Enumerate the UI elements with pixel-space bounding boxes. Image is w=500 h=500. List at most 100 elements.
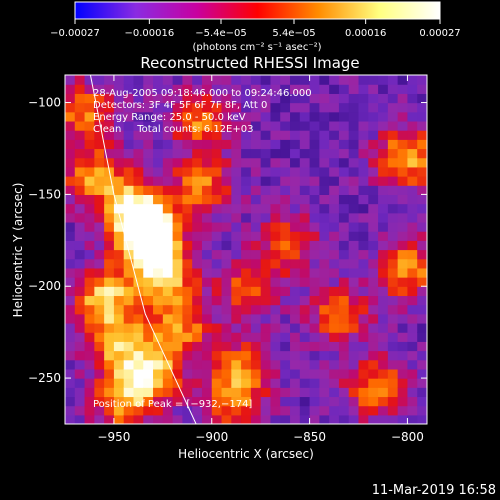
heatmap-cell <box>329 277 340 287</box>
heatmap-cell <box>378 368 389 379</box>
heatmap-cell <box>280 102 291 113</box>
heatmap-cell <box>270 249 281 260</box>
heatmap-cell <box>172 120 184 131</box>
heatmap-cell <box>94 176 105 186</box>
heatmap-cell <box>133 75 144 85</box>
heatmap-cell <box>153 405 164 416</box>
heatmap-cell <box>182 258 193 269</box>
heatmap-cell <box>348 396 360 407</box>
heatmap-cell <box>153 111 164 122</box>
heatmap-cell <box>407 258 418 269</box>
heatmap-cell <box>299 286 311 297</box>
heatmap-cell <box>201 93 213 104</box>
heatmap-cell <box>338 249 350 260</box>
heatmap-cell <box>299 258 311 269</box>
heatmap-cell <box>123 304 135 315</box>
heatmap-cell <box>368 277 379 287</box>
heatmap-cell <box>153 166 164 177</box>
heatmap-cell <box>358 120 369 131</box>
heatmap-cell <box>407 176 418 186</box>
heatmap-cell <box>309 111 320 122</box>
heatmap-cell <box>407 313 418 324</box>
heatmap-cell <box>309 350 320 361</box>
heatmap-cell <box>397 194 409 205</box>
heatmap-cell <box>123 332 135 342</box>
heatmap-cell <box>201 139 213 150</box>
heatmap-cell <box>104 157 115 168</box>
heatmap-cell <box>123 203 135 214</box>
heatmap-cell <box>280 341 291 352</box>
heatmap-cell <box>241 332 252 342</box>
heatmap-cell <box>143 387 154 398</box>
heatmap-cell <box>133 102 144 113</box>
heatmap-cell <box>94 277 105 287</box>
heatmap-cell <box>368 359 379 370</box>
heatmap-cell <box>407 286 418 297</box>
heatmap-cell <box>358 212 369 223</box>
heatmap-cell <box>143 286 154 297</box>
heatmap-cell <box>74 221 86 232</box>
heatmap-cell <box>368 221 379 232</box>
heatmap-cell <box>65 185 76 195</box>
heatmap-cell <box>290 139 301 150</box>
heatmap-cell <box>299 111 311 122</box>
heatmap-cell <box>211 304 223 315</box>
heatmap-cell <box>329 295 340 306</box>
heatmap-cell <box>241 75 252 85</box>
heatmap-cell <box>329 304 340 315</box>
heatmap-cell <box>201 212 213 223</box>
heatmap-cell <box>309 84 320 94</box>
heatmap-cell <box>280 267 291 278</box>
heatmap-cell <box>104 304 115 315</box>
heatmap-cell <box>358 322 369 333</box>
heatmap-cell <box>407 139 418 150</box>
heatmap-cell <box>290 313 301 324</box>
heatmap-cell <box>172 212 184 223</box>
heatmap-cell <box>84 286 95 297</box>
heatmap-cell <box>250 231 262 241</box>
heatmap-cell <box>84 203 95 214</box>
heatmap-cell <box>182 267 193 278</box>
heatmap-cell <box>104 258 115 269</box>
heatmap-cell <box>162 295 174 306</box>
heatmap-cell <box>231 304 242 315</box>
heatmap-cell <box>143 277 154 287</box>
heatmap-cell <box>329 185 340 195</box>
heatmap-cell <box>417 313 427 324</box>
heatmap-cell <box>260 350 272 361</box>
heatmap-cell <box>270 102 281 113</box>
heatmap-cell <box>94 231 105 241</box>
heatmap-cell <box>338 341 350 352</box>
heatmap-cell <box>143 405 154 416</box>
heatmap-cell <box>368 93 379 104</box>
heatmap-cell <box>290 203 301 214</box>
heatmap-cell <box>123 414 135 424</box>
heatmap-cell <box>153 221 164 232</box>
heatmap-cell <box>104 332 115 342</box>
heatmap-cell <box>221 322 232 333</box>
x-tick-label: −950 <box>97 430 130 444</box>
heatmap-cell <box>172 84 184 94</box>
heatmap-cell <box>231 313 242 324</box>
heatmap-cell <box>74 341 86 352</box>
heatmap-cell <box>348 286 360 297</box>
heatmap-cell <box>299 387 311 398</box>
heatmap-cell <box>123 176 135 186</box>
heatmap-cell <box>192 368 203 379</box>
heatmap-cell <box>153 277 164 287</box>
heatmap-cell <box>397 332 409 342</box>
heatmap-cell <box>94 295 105 306</box>
heatmap-cell <box>133 414 144 424</box>
heatmap-cell <box>221 359 232 370</box>
heatmap-cell <box>299 194 311 205</box>
heatmap-cell <box>348 157 360 168</box>
heatmap-cell <box>387 322 399 333</box>
heatmap-cell <box>162 157 174 168</box>
heatmap-cell <box>387 84 399 94</box>
heatmap-cell <box>358 341 369 352</box>
heatmap-cell <box>348 111 360 122</box>
heatmap-cell <box>270 240 281 251</box>
heatmap-cell <box>368 258 379 269</box>
heatmap-cell <box>221 350 232 361</box>
heatmap-cell <box>133 378 144 388</box>
